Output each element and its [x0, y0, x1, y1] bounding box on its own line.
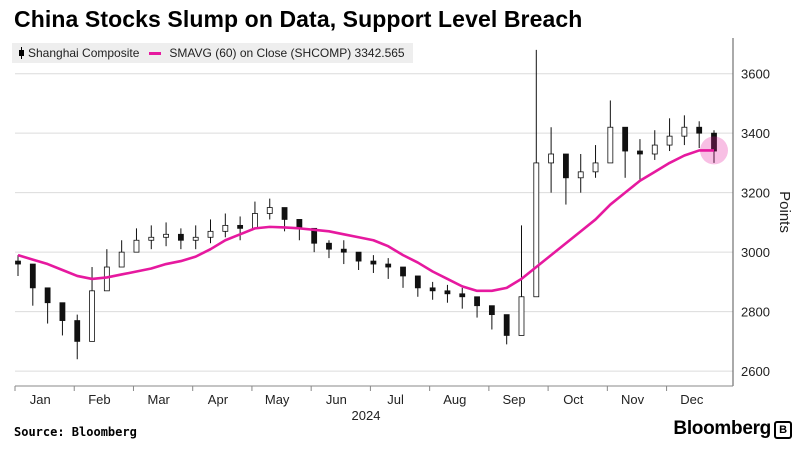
bloomberg-logo: Bloomberg B — [673, 418, 792, 440]
page-title: China Stocks Slump on Data, Support Leve… — [14, 6, 583, 32]
candle-body — [74, 320, 81, 342]
x-tick-label: Feb — [88, 392, 110, 407]
x-axis-year-label: 2024 — [352, 408, 381, 423]
candle-body — [252, 213, 258, 229]
y-tick-label: 3600 — [741, 67, 770, 82]
x-tick-label: Apr — [208, 392, 229, 407]
y-tick-label: 2600 — [741, 364, 770, 379]
candle-body — [696, 126, 703, 134]
brand-name: Bloomberg — [673, 418, 771, 439]
candle-body — [474, 296, 480, 307]
candle-body — [622, 126, 629, 152]
candle-body — [577, 171, 584, 179]
x-tick-label: Dec — [680, 392, 704, 407]
y-tick-label: 3200 — [741, 186, 770, 201]
candle-body — [207, 230, 214, 238]
candle-body — [133, 239, 140, 253]
candle-body — [103, 266, 110, 292]
candle-body — [503, 314, 510, 336]
y-axis-label: Points — [776, 191, 793, 233]
chart-legend: Shanghai Composite SMAVG (60) on Close (… — [12, 43, 413, 63]
candle-body — [163, 233, 169, 238]
x-tick-label: Mar — [147, 392, 170, 407]
candle-body — [637, 150, 643, 155]
candle-body — [266, 207, 273, 214]
y-tick-label: 3400 — [741, 126, 770, 141]
b-logo-icon: B — [774, 421, 792, 439]
y-axis-ticks: 2600 2800 3000 3200 3400 3600 — [741, 67, 770, 379]
source-note: Source: Bloomberg — [14, 425, 137, 439]
candle-body — [326, 242, 332, 250]
chart-grid — [15, 38, 734, 387]
x-tick-label: Sep — [503, 392, 526, 407]
highlight-circle — [700, 136, 728, 165]
candle-body — [222, 224, 229, 232]
candle-body — [592, 162, 599, 173]
candle-body — [533, 162, 540, 298]
candle-body — [385, 263, 392, 268]
y-tick-label: 2800 — [741, 305, 770, 320]
candle-body — [192, 236, 199, 241]
candle-body — [89, 290, 95, 342]
y-tick-label: 3000 — [741, 245, 770, 260]
x-tick-label: Aug — [443, 392, 466, 407]
candle-body — [281, 207, 288, 220]
candle-body — [237, 224, 244, 229]
x-axis-ticks: Jan Feb Mar Apr May Jun Jul Aug Sep Oct Nov Dec — [14, 386, 704, 407]
candle-body — [488, 305, 495, 316]
legend-series-smavg: SMAVG (60) on Close (SHCOMP) 3342.565 — [169, 46, 405, 60]
x-tick-label: Jul — [387, 392, 404, 407]
x-tick-label: Oct — [563, 392, 584, 407]
candle-body — [681, 126, 688, 137]
candle-body — [148, 236, 155, 241]
candle-body — [15, 260, 21, 265]
candle-body — [548, 153, 555, 164]
candlestick-series — [15, 49, 717, 360]
candle-body — [666, 135, 673, 146]
candle-body — [370, 260, 377, 265]
x-tick-label: Jun — [326, 392, 347, 407]
moving-average-line — [17, 149, 714, 293]
candle-body — [355, 251, 362, 262]
candle-body — [44, 287, 51, 304]
candle-body — [459, 293, 466, 298]
candle-body — [59, 302, 66, 321]
x-tick-label: Jan — [30, 392, 51, 407]
candle-body — [444, 290, 451, 295]
x-tick-label: Nov — [621, 392, 645, 407]
candle-body — [563, 153, 569, 179]
candle-body — [311, 227, 318, 244]
candle-body — [177, 233, 184, 241]
candle-body — [400, 266, 406, 277]
candlestick-legend-icon — [18, 47, 25, 59]
candle-body — [414, 275, 421, 289]
legend-series-shanghai: Shanghai Composite — [28, 46, 140, 60]
candle-body — [518, 296, 525, 336]
candle-body — [429, 287, 436, 292]
candle-body — [118, 251, 125, 268]
line-legend-icon — [149, 51, 162, 55]
x-tick-label: May — [265, 392, 290, 407]
candle-body — [340, 248, 347, 253]
candle-body — [651, 144, 658, 155]
candle-body — [607, 126, 614, 164]
candle-body — [29, 263, 36, 289]
